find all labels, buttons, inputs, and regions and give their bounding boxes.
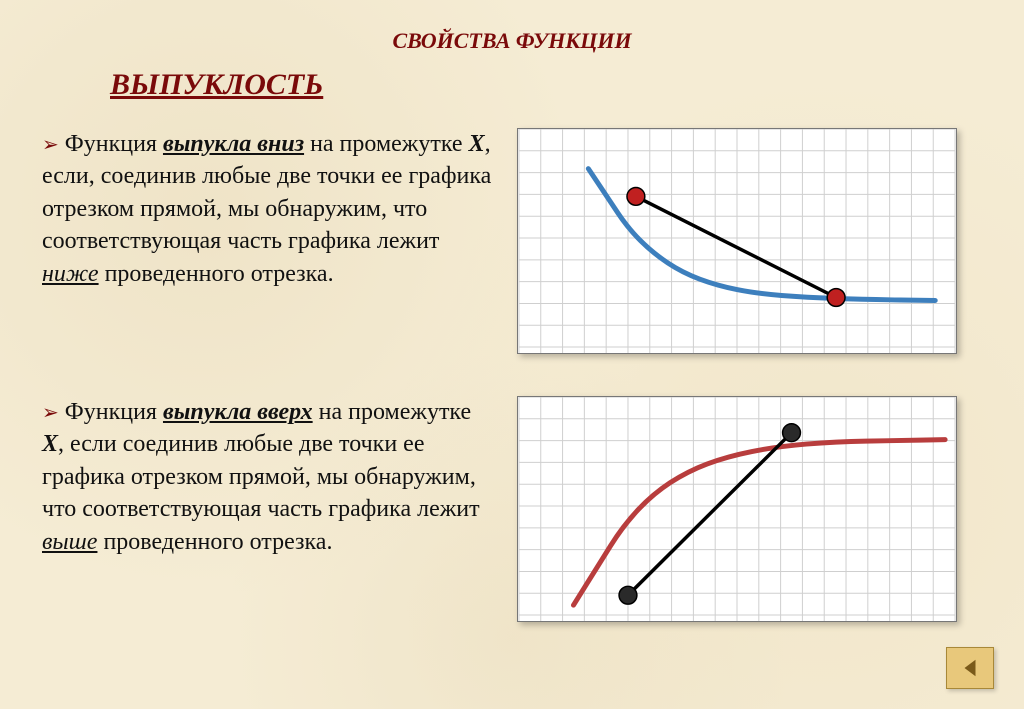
paragraph-convex-up: ➢ Функция выпукла вверх на промежутке X, … <box>42 396 497 558</box>
p2-mid2: , если соединив любые две точки ее графи… <box>42 431 480 522</box>
chart1-svg <box>518 129 956 353</box>
p2-low: выше <box>42 529 97 555</box>
row-convex-up: ➢ Функция выпукла вверх на промежутке X, … <box>42 396 992 622</box>
p2-var: X <box>42 431 58 457</box>
p1-prefix: Функция <box>65 131 163 157</box>
section-heading: ВЫПУКЛОСТЬ <box>0 54 1024 102</box>
p2-prefix: Функция <box>65 399 163 425</box>
content-area: ➢Функция выпукла вниз на промежутке X, е… <box>0 102 1024 622</box>
p2-keyword: выпукла вверх <box>163 399 313 425</box>
back-button[interactable] <box>946 647 994 689</box>
bullet-icon: ➢ <box>42 134 59 156</box>
page-title: СВОЙСТВА ФУНКЦИИ <box>0 0 1024 54</box>
chart2-svg <box>518 397 956 621</box>
chart-convex-up <box>517 396 957 622</box>
chart-convex-down <box>517 128 957 354</box>
p1-suffix: проведенного отрезка. <box>99 261 334 287</box>
p2-suffix: проведенного отрезка. <box>97 529 332 555</box>
row-convex-down: ➢Функция выпукла вниз на промежутке X, е… <box>42 128 992 354</box>
p1-mid1: на промежутке <box>304 131 469 157</box>
p1-var: X <box>469 131 485 157</box>
bullet-icon: ➢ <box>42 402 59 424</box>
p1-low: ниже <box>42 261 99 287</box>
paragraph-convex-down: ➢Функция выпукла вниз на промежутке X, е… <box>42 128 497 290</box>
triangle-left-icon <box>959 657 981 679</box>
p2-mid1: на промежутке <box>313 399 472 425</box>
p1-keyword: выпукла вниз <box>163 131 304 157</box>
